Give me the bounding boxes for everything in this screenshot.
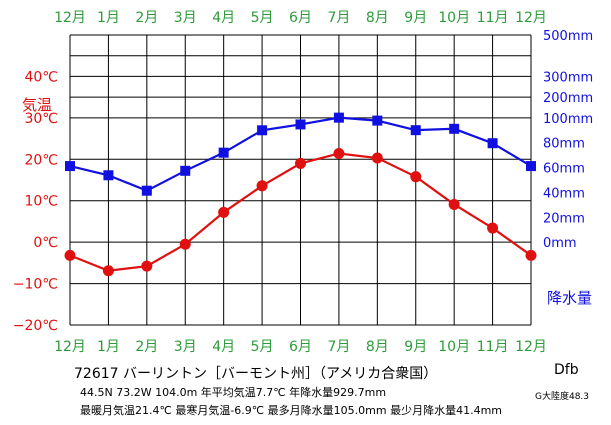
month-label: 12月 <box>515 10 547 26</box>
temperature-point <box>295 157 306 169</box>
precipitation-point <box>141 185 152 196</box>
precipitation-tick-label: 200mm <box>543 91 593 106</box>
precipitation-point <box>372 115 383 126</box>
station-title: 72617 バーリントン［バーモント州］（アメリカ合衆国） <box>74 366 438 382</box>
month-label: 8月 <box>366 339 389 355</box>
temperature-tick-label: 30℃ <box>24 111 58 127</box>
precipitation-tick-label: 0mm <box>543 236 577 251</box>
temperature-point <box>218 206 230 218</box>
month-label: 7月 <box>327 339 350 355</box>
precipitation-point <box>333 112 344 123</box>
month-label: 3月 <box>174 339 197 355</box>
month-label: 4月 <box>212 10 235 26</box>
precipitation-tick-label: 500mm <box>543 29 593 44</box>
temperature-point <box>179 238 191 250</box>
series-layer <box>64 112 537 277</box>
month-label: 11月 <box>477 10 509 26</box>
temperature-tick-label: 20℃ <box>24 152 58 168</box>
month-label: 12月 <box>515 339 547 355</box>
temperature-tick-label: 40℃ <box>24 69 58 85</box>
temperature-point <box>141 260 153 272</box>
station-summary-line2: 最暖月気温21.4℃ 最寒月気温-6.9℃ 最多月降水量105.0mm 最少月降… <box>80 404 502 417</box>
station-summary-line1: 44.5N 73.2W 104.0m 年平均気温7.7℃ 年降水量929.7mm <box>80 386 387 399</box>
temperature-point <box>525 249 537 261</box>
precipitation-point <box>257 125 268 136</box>
temperature-axis-ticks: 40℃ 30℃ 20℃ 10℃ 0℃ −10℃ −20℃ <box>13 69 58 334</box>
month-label: 7月 <box>327 10 350 26</box>
temperature-tick-label: 0℃ <box>33 235 58 251</box>
precipitation-point <box>410 125 421 136</box>
temperature-tick-label: 10℃ <box>24 194 58 210</box>
month-label: 4月 <box>212 339 235 355</box>
continentality-index: G大陸度48.3 <box>535 392 590 402</box>
precipitation-point <box>449 123 460 134</box>
precipitation-point <box>180 165 191 176</box>
month-label: 9月 <box>404 10 427 26</box>
precipitation-tick-label: 20mm <box>543 211 585 226</box>
precipitation-point <box>295 119 306 130</box>
bottom-month-axis: 12月 1月 2月 3月 4月 5月 6月 7月 8月 9月 10月 11月 12月 <box>54 339 547 355</box>
month-label: 9月 <box>404 339 427 355</box>
chart-grid <box>69 34 532 326</box>
temperature-point <box>371 152 383 164</box>
temperature-point <box>333 147 345 159</box>
precipitation-point <box>65 161 75 172</box>
precipitation-point <box>103 170 114 181</box>
temperature-tick-label: −10℃ <box>13 277 58 293</box>
temperature-point <box>102 265 114 277</box>
precipitation-axis-ticks: 500mm 300mm 200mm 100mm 80mm 60mm 40mm 20mm 0mm <box>543 29 593 251</box>
precipitation-tick-label: 300mm <box>543 70 593 85</box>
month-label: 3月 <box>174 10 197 26</box>
temperature-point <box>256 180 268 192</box>
month-label: 12月 <box>54 10 86 26</box>
climate-classification: Dfb <box>554 362 579 378</box>
month-label: 6月 <box>289 10 312 26</box>
temperature-axis-label: 気温 <box>22 96 52 114</box>
temperature-point <box>410 171 422 183</box>
month-label: 2月 <box>135 339 158 355</box>
precipitation-tick-label: 60mm <box>543 162 585 177</box>
temperature-tick-label: −20℃ <box>13 318 58 334</box>
month-label: 1月 <box>97 10 120 26</box>
precipitation-point <box>218 147 229 158</box>
top-month-axis: 12月 1月 2月 3月 4月 5月 6月 7月 8月 9月 10月 11月 12月 <box>54 10 547 26</box>
precipitation-tick-label: 80mm <box>543 137 585 152</box>
month-label: 12月 <box>54 339 86 355</box>
month-label: 10月 <box>438 339 470 355</box>
temperature-point <box>64 249 76 261</box>
precipitation-point <box>487 138 498 149</box>
month-label: 1月 <box>97 339 120 355</box>
month-label: 8月 <box>366 10 389 26</box>
precipitation-point <box>526 161 536 172</box>
month-label: 2月 <box>135 10 158 26</box>
precipitation-tick-label: 40mm <box>543 186 585 201</box>
precipitation-tick-label: 100mm <box>543 112 593 127</box>
month-label: 6月 <box>289 339 312 355</box>
month-label: 5月 <box>251 10 274 26</box>
month-label: 5月 <box>251 339 274 355</box>
precipitation-axis-label: 降水量 <box>547 289 592 307</box>
month-label: 10月 <box>438 10 470 26</box>
temperature-point <box>487 222 499 234</box>
month-label: 11月 <box>477 339 509 355</box>
temperature-point <box>448 198 460 210</box>
